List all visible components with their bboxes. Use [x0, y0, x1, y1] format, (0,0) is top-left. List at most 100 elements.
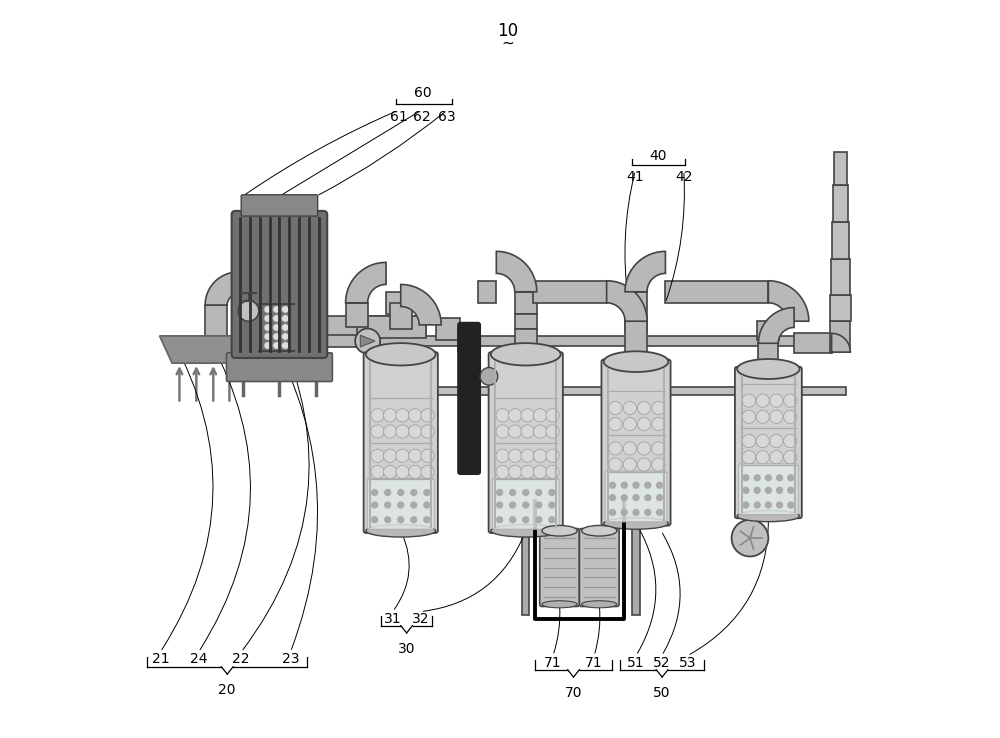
Circle shape: [536, 489, 542, 495]
Circle shape: [408, 425, 422, 438]
Polygon shape: [833, 185, 848, 222]
Text: 20: 20: [218, 683, 236, 697]
Circle shape: [523, 489, 529, 495]
Circle shape: [282, 324, 289, 331]
Circle shape: [396, 449, 409, 463]
Polygon shape: [830, 321, 850, 352]
Ellipse shape: [737, 359, 800, 379]
Text: 23: 23: [282, 652, 299, 666]
Circle shape: [633, 482, 639, 488]
Text: 53: 53: [679, 656, 696, 670]
Circle shape: [533, 425, 547, 438]
FancyBboxPatch shape: [367, 478, 434, 529]
Polygon shape: [758, 343, 778, 369]
Circle shape: [411, 489, 417, 495]
Polygon shape: [515, 328, 537, 354]
Polygon shape: [360, 335, 375, 347]
Circle shape: [623, 401, 636, 415]
Circle shape: [411, 502, 417, 508]
Circle shape: [497, 489, 503, 495]
Text: 61: 61: [390, 110, 407, 124]
Ellipse shape: [491, 343, 561, 365]
Circle shape: [652, 442, 665, 455]
Circle shape: [743, 502, 749, 508]
Polygon shape: [238, 316, 426, 338]
Text: 71: 71: [544, 656, 562, 670]
Circle shape: [610, 482, 615, 488]
Circle shape: [396, 409, 409, 422]
Circle shape: [496, 425, 509, 438]
Circle shape: [273, 333, 280, 340]
Text: 62: 62: [413, 110, 430, 124]
Circle shape: [398, 517, 404, 523]
Circle shape: [756, 394, 769, 407]
Circle shape: [264, 342, 271, 349]
Circle shape: [372, 489, 378, 495]
Circle shape: [510, 502, 516, 508]
Circle shape: [770, 435, 783, 448]
Ellipse shape: [604, 351, 668, 372]
Circle shape: [508, 409, 522, 422]
Text: 52: 52: [653, 656, 670, 670]
Circle shape: [610, 509, 615, 515]
Circle shape: [756, 451, 769, 464]
Circle shape: [743, 475, 749, 480]
Ellipse shape: [542, 601, 577, 608]
Circle shape: [508, 466, 522, 478]
Circle shape: [282, 315, 289, 322]
Circle shape: [609, 401, 622, 415]
Polygon shape: [758, 308, 794, 343]
Circle shape: [411, 517, 417, 523]
Circle shape: [546, 449, 559, 463]
Circle shape: [742, 451, 755, 464]
Text: 60: 60: [414, 86, 432, 100]
Polygon shape: [357, 316, 426, 338]
Polygon shape: [626, 332, 646, 362]
Circle shape: [383, 449, 397, 463]
Circle shape: [396, 425, 409, 438]
Circle shape: [777, 475, 783, 480]
Circle shape: [637, 458, 651, 471]
Circle shape: [788, 502, 794, 508]
Circle shape: [546, 409, 559, 422]
Ellipse shape: [491, 525, 561, 537]
Polygon shape: [478, 280, 496, 303]
Polygon shape: [768, 280, 809, 321]
FancyBboxPatch shape: [226, 353, 332, 382]
Circle shape: [421, 466, 434, 478]
Circle shape: [510, 489, 516, 495]
Circle shape: [421, 409, 434, 422]
Polygon shape: [625, 321, 647, 332]
Circle shape: [385, 489, 391, 495]
Circle shape: [521, 449, 534, 463]
FancyBboxPatch shape: [260, 301, 293, 354]
FancyBboxPatch shape: [540, 528, 579, 607]
Polygon shape: [832, 222, 849, 259]
Circle shape: [355, 328, 380, 354]
FancyBboxPatch shape: [735, 367, 802, 518]
Circle shape: [372, 517, 378, 523]
Polygon shape: [346, 303, 368, 327]
Circle shape: [637, 442, 651, 455]
Polygon shape: [830, 295, 851, 321]
Circle shape: [424, 502, 430, 508]
Circle shape: [480, 368, 498, 385]
Circle shape: [784, 435, 797, 448]
Circle shape: [523, 502, 529, 508]
Text: 70: 70: [565, 686, 582, 700]
Polygon shape: [390, 303, 412, 328]
Polygon shape: [436, 317, 460, 339]
Text: ~: ~: [501, 36, 514, 51]
Circle shape: [521, 409, 534, 422]
Circle shape: [777, 502, 783, 508]
Circle shape: [549, 517, 555, 523]
Polygon shape: [834, 152, 847, 185]
Circle shape: [398, 489, 404, 495]
Circle shape: [372, 502, 378, 508]
Circle shape: [496, 449, 509, 463]
Circle shape: [609, 418, 622, 431]
Text: 22: 22: [232, 652, 250, 666]
Circle shape: [609, 458, 622, 471]
Circle shape: [623, 442, 636, 455]
Text: 31: 31: [384, 612, 401, 626]
